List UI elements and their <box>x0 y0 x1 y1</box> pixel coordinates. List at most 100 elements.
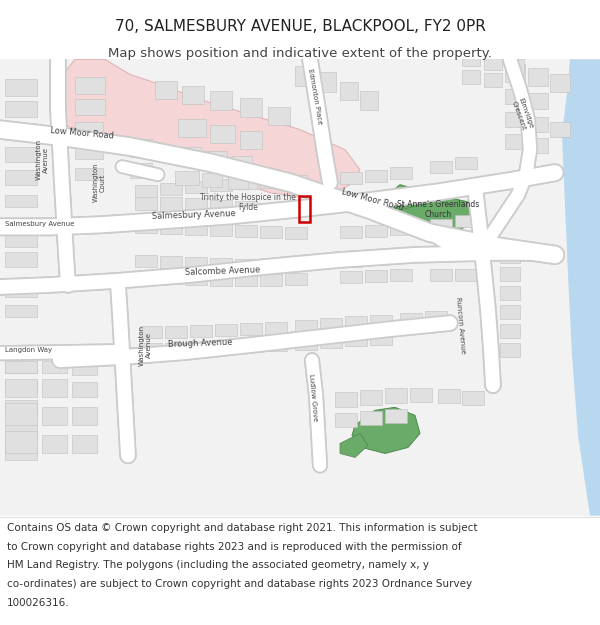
Bar <box>340 226 362 238</box>
Bar <box>160 272 182 284</box>
Bar <box>5 282 37 297</box>
Bar <box>5 358 37 373</box>
Bar <box>320 336 342 348</box>
Bar <box>462 51 480 66</box>
Bar <box>42 408 67 426</box>
Text: Washington
Avenue: Washington Avenue <box>35 139 49 180</box>
Bar <box>235 274 257 286</box>
Bar <box>430 219 452 231</box>
Bar <box>75 146 103 159</box>
Bar <box>528 68 548 86</box>
Bar <box>455 249 477 261</box>
Bar <box>160 256 182 268</box>
Bar <box>185 223 207 235</box>
Bar <box>265 339 287 351</box>
Bar <box>235 225 257 237</box>
Bar <box>340 271 362 283</box>
Bar <box>5 147 37 162</box>
Bar <box>500 343 520 357</box>
Bar <box>5 169 37 185</box>
Bar <box>185 181 207 192</box>
Text: Salmesbury Avenue: Salmesbury Avenue <box>152 209 236 221</box>
Bar <box>528 138 548 152</box>
Bar <box>438 389 460 403</box>
Bar <box>175 147 201 162</box>
Bar <box>210 179 232 191</box>
Bar <box>75 78 105 94</box>
Bar <box>500 305 520 319</box>
Bar <box>5 305 37 317</box>
Text: St Anne's Greenlands
Church: St Anne's Greenlands Church <box>397 200 479 219</box>
Bar <box>500 286 520 300</box>
Bar <box>185 273 207 285</box>
Text: Edmonton Place: Edmonton Place <box>307 68 323 125</box>
Bar <box>365 253 387 265</box>
Bar <box>484 73 502 88</box>
Bar <box>340 82 358 101</box>
Bar <box>430 161 452 172</box>
Bar <box>260 274 282 286</box>
Bar <box>42 361 67 373</box>
Bar <box>135 196 157 210</box>
Bar <box>285 273 307 285</box>
Bar <box>202 173 222 187</box>
Bar <box>335 392 357 408</box>
Bar <box>345 316 367 328</box>
Bar <box>135 185 157 197</box>
Bar <box>160 182 182 195</box>
Text: Langdon Way: Langdon Way <box>5 347 52 353</box>
Text: Low Moor Road: Low Moor Road <box>50 126 115 141</box>
Bar <box>455 157 477 169</box>
Bar <box>385 388 407 403</box>
Bar <box>505 89 525 104</box>
Bar <box>268 106 290 124</box>
Bar <box>295 338 317 350</box>
Bar <box>210 91 232 109</box>
Bar <box>182 86 204 104</box>
Text: co-ordinates) are subject to Crown copyright and database rights 2023 Ordnance S: co-ordinates) are subject to Crown copyr… <box>7 579 472 589</box>
Bar <box>235 177 257 189</box>
Bar <box>5 431 37 454</box>
Bar <box>5 400 37 416</box>
Bar <box>340 255 362 267</box>
Bar <box>140 343 162 355</box>
Text: Contains OS data © Crown copyright and database right 2021. This information is : Contains OS data © Crown copyright and d… <box>7 523 478 533</box>
Bar <box>140 326 162 338</box>
Bar <box>210 258 232 270</box>
Bar <box>505 64 525 82</box>
Bar <box>430 269 452 281</box>
Text: Trinity the Hospice in the
Fylde: Trinity the Hospice in the Fylde <box>200 193 296 213</box>
Bar <box>265 322 287 334</box>
Polygon shape <box>398 192 420 209</box>
Bar <box>5 361 37 373</box>
Bar <box>190 342 212 354</box>
Bar <box>75 121 103 137</box>
Bar <box>178 119 206 137</box>
Bar <box>500 324 520 338</box>
Bar <box>345 334 367 346</box>
Bar <box>365 270 387 282</box>
Bar <box>72 363 97 375</box>
Text: Brough Avenue: Brough Avenue <box>168 338 233 349</box>
Bar <box>299 196 310 222</box>
Polygon shape <box>385 185 475 230</box>
Bar <box>232 156 252 171</box>
Bar <box>462 71 480 84</box>
Bar <box>390 167 412 179</box>
Bar <box>185 257 207 269</box>
Bar <box>235 259 257 271</box>
Bar <box>365 169 387 182</box>
Bar <box>506 59 524 74</box>
Bar <box>155 81 177 99</box>
Bar <box>550 74 570 92</box>
Bar <box>528 116 548 132</box>
Text: Map shows position and indicative extent of the property.: Map shows position and indicative extent… <box>108 47 492 60</box>
Bar <box>130 162 152 177</box>
Bar <box>340 172 362 184</box>
Bar <box>205 151 227 167</box>
Bar <box>235 201 257 214</box>
Bar <box>285 258 307 270</box>
Bar <box>5 122 37 139</box>
Bar <box>260 176 282 188</box>
Bar <box>295 320 317 332</box>
